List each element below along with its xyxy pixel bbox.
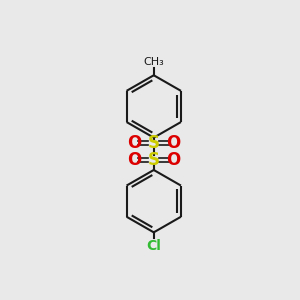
Text: CH₃: CH₃ bbox=[143, 57, 164, 67]
Text: S: S bbox=[148, 151, 160, 169]
Text: O: O bbox=[167, 134, 181, 152]
Text: O: O bbox=[167, 151, 181, 169]
Text: O: O bbox=[127, 134, 141, 152]
Text: S: S bbox=[148, 134, 160, 152]
Text: Cl: Cl bbox=[146, 239, 161, 253]
Text: O: O bbox=[127, 151, 141, 169]
